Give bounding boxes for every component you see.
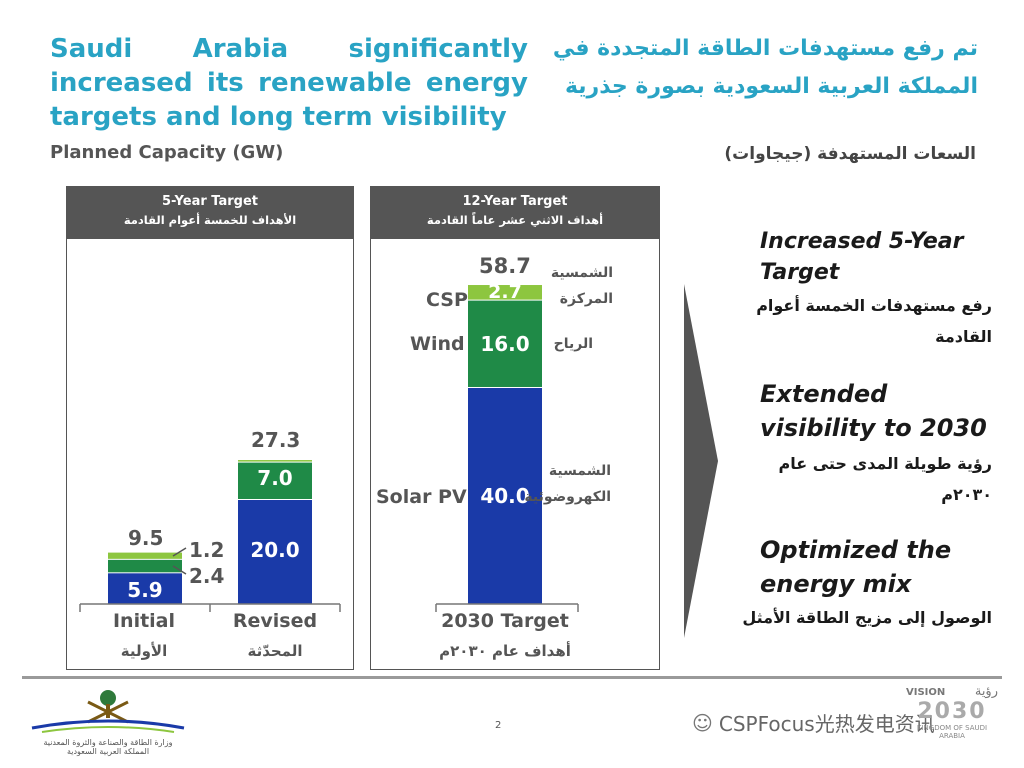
leader-line-csp-initial <box>172 547 187 557</box>
series-solar-name-ar: الشمسية الكهروضوئية <box>524 463 611 505</box>
emblem-icon <box>31 690 185 733</box>
ministry-logo: وزارة الطاقة والصناعة والثروة المعدنية ا… <box>28 684 188 764</box>
series-solar-name: Solar PV <box>376 486 467 508</box>
bar-initial-csp-label: 1.2 <box>189 538 225 562</box>
bar-initial-wind <box>108 559 182 573</box>
category-revised-ar: المحدّثة <box>247 642 303 660</box>
footer-divider <box>22 676 1002 679</box>
bar-2030-csp <box>468 285 542 300</box>
bar-revised-wind-label: 7.0 <box>257 466 293 490</box>
bar-revised-csp <box>238 460 312 462</box>
series-csp-name: CSP <box>426 289 468 311</box>
series-csp-name-ar: الشمسية المركزة <box>550 265 613 307</box>
ministry-country-ar: المملكة العربية السعودية <box>66 747 150 756</box>
bar-2030-solar-label: 40.0 <box>480 484 530 508</box>
panel-5-year-title: 5-Year Target <box>162 194 258 209</box>
bar-2030-total-label: 58.7 <box>479 254 531 278</box>
bar-2030-wind <box>468 300 542 387</box>
panel-12-year-title: 12-Year Target <box>462 194 568 209</box>
point-2-arabic: رؤية طويلة المدى حتى عام ٢٠٣٠م <box>778 454 992 504</box>
bar-2030-solar <box>468 388 542 604</box>
chevron-right-icon <box>684 284 718 638</box>
vision-logo: VISION رؤية 2030 KINGDOM OF SAUDI ARABIA <box>906 684 998 764</box>
vision-logo-caption: KINGDOM OF SAUDI ARABIA <box>916 724 988 740</box>
page-number: 2 <box>495 720 502 731</box>
bar-2030-wind-label: 16.0 <box>480 332 530 356</box>
panel-12-year-title-ar: أهداف الاثني عشر عاماً القادمة <box>426 213 604 227</box>
series-wind-name-ar: الرياح <box>553 336 593 352</box>
point-3-arabic: الوصول إلى مزيج الطاقة الأمثل <box>742 608 992 627</box>
title-english: Saudi Arabia significantly increased its… <box>50 34 528 132</box>
vision-logo-year: 2030 <box>917 699 987 724</box>
vision-logo-ar: رؤية <box>974 684 998 699</box>
bar-revised-total-label: 27.3 <box>251 428 301 452</box>
category-2030-target: 2030 Target <box>441 610 569 632</box>
panel-5-year-header: 5-Year Target الأهداف للخمسة أعوام القاد… <box>67 187 353 239</box>
bar-initial-solar <box>108 573 182 604</box>
wechat-icon: ☺ <box>692 710 713 735</box>
bar-initial-wind-label: 2.4 <box>189 564 225 588</box>
category-2030-target-ar: أهداف عام ٢٠٣٠م <box>439 642 571 660</box>
bar-revised-solar-label: 20.0 <box>250 538 300 562</box>
chart-5-year-marks <box>79 460 341 612</box>
chart-12-year-marks <box>435 285 579 612</box>
bar-2030-csp-label: 2.7 <box>488 281 522 303</box>
bar-initial-total-label: 9.5 <box>128 526 164 550</box>
point-1-arabic: رفع مستهدفات الخمسة أعوام القادمة <box>756 296 992 346</box>
watermark-text: CSPFocus光热发电资讯 <box>718 712 935 736</box>
bar-revised-wind <box>238 462 312 499</box>
category-revised: Revised <box>232 610 318 632</box>
watermark: ☺ CSPFocus光热发电资讯 <box>692 708 935 737</box>
point-1-title: Increased 5-Year Target <box>760 229 964 285</box>
bar-initial-solar-label: 5.9 <box>127 578 163 602</box>
panel-5-year-title-ar: الأهداف للخمسة أعوام القادمة <box>123 213 297 227</box>
category-initial-ar: الأولية <box>120 642 168 660</box>
ministry-name-ar: وزارة الطاقة والصناعة والثروة المعدنية <box>43 738 173 747</box>
leader-line-wind-initial <box>172 565 187 575</box>
point-3-title: Optimized the energy mix <box>760 536 952 598</box>
point-2-title: Extended visibility to 2030 <box>760 380 987 442</box>
series-wind-name: Wind <box>410 333 465 355</box>
vision-logo-en: VISION <box>906 687 946 698</box>
category-initial: Initial <box>112 610 176 632</box>
bar-initial-csp <box>108 552 182 559</box>
subtitle-english: Planned Capacity (GW) <box>50 142 284 163</box>
title-arabic: تم رفع مستهدفات الطاقة المتجددة في الممل… <box>552 36 978 99</box>
bar-revised-solar <box>238 500 312 604</box>
panel-12-year-header: 12-Year Target أهداف الاثني عشر عاماً ال… <box>371 187 659 239</box>
subtitle-arabic: السعات المستهدفة (جيجاوات) <box>724 144 976 164</box>
